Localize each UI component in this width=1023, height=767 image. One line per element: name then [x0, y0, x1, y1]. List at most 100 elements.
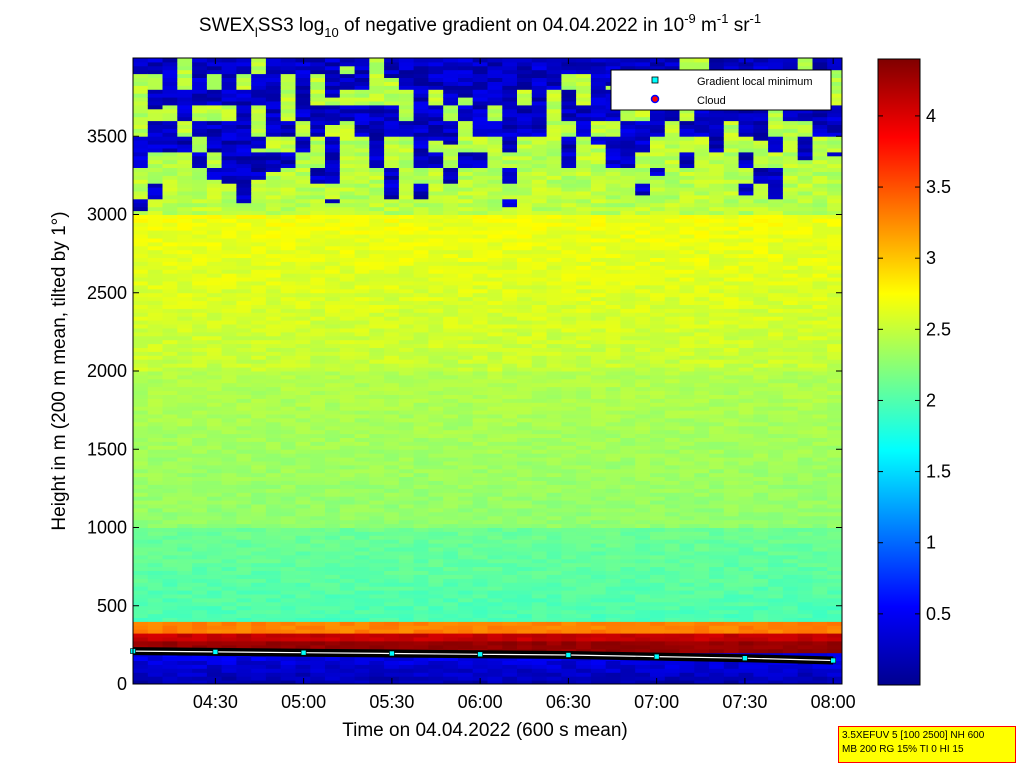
- heatmap-cell: [221, 97, 237, 102]
- heatmap-cell: [354, 476, 370, 481]
- heatmap-cell: [472, 73, 488, 78]
- heatmap-cell: [428, 656, 444, 661]
- heatmap-cell: [147, 570, 164, 575]
- heatmap-cell: [487, 601, 503, 607]
- heatmap-cell: [265, 504, 282, 509]
- heatmap-cell: [280, 179, 296, 184]
- heatmap-cell: [206, 374, 223, 380]
- heatmap-cell: [162, 374, 178, 380]
- heatmap-cell: [339, 273, 356, 278]
- heatmap-cell: [458, 222, 474, 227]
- heatmap-cell: [339, 140, 356, 145]
- heatmap-cell: [458, 476, 474, 481]
- heatmap-cell: [384, 226, 400, 231]
- heatmap-cell: [177, 382, 193, 388]
- heatmap-cell: [147, 104, 164, 110]
- heatmap-cell: [339, 394, 356, 399]
- heatmap-cell: [487, 214, 503, 219]
- heatmap-cell: [458, 151, 474, 157]
- heatmap-cell: [369, 343, 385, 348]
- heatmap-cell: [339, 202, 356, 208]
- heatmap-cell: [413, 351, 429, 356]
- heatmap-cell: [310, 65, 326, 71]
- heatmap-cell: [472, 464, 488, 470]
- heatmap-cell: [458, 187, 474, 192]
- heatmap-cell: [177, 394, 193, 399]
- heatmap-cell: [133, 574, 149, 579]
- heatmap-cell: [458, 324, 474, 329]
- heatmap-cell: [428, 547, 444, 552]
- heatmap-cell: [458, 101, 474, 106]
- heatmap-cell: [384, 406, 400, 411]
- heatmap-cell: [295, 480, 311, 485]
- heatmap-cell: [546, 672, 562, 677]
- heatmap-cell: [458, 543, 474, 548]
- heatmap-cell: [177, 433, 193, 438]
- heatmap-cell: [561, 151, 577, 157]
- heatmap-cell: [576, 398, 592, 403]
- heatmap-cell: [221, 171, 237, 176]
- heatmap-cell: [472, 343, 488, 348]
- heatmap-cell: [546, 621, 562, 626]
- heatmap-cell: [177, 296, 193, 302]
- heatmap-cell: [221, 120, 237, 125]
- heatmap-cell: [369, 222, 385, 227]
- heatmap-cell: [147, 222, 164, 227]
- heatmap-cell: [561, 124, 577, 129]
- heatmap-cell: [428, 519, 444, 525]
- heatmap-cell: [458, 535, 474, 540]
- heatmap-cell: [413, 441, 429, 446]
- heatmap-cell: [369, 660, 385, 665]
- heatmap-cell: [280, 617, 296, 622]
- heatmap-cell: [177, 515, 193, 521]
- heatmap-cell: [265, 398, 282, 403]
- heatmap-cell: [192, 124, 208, 129]
- heatmap-cell: [162, 85, 178, 90]
- heatmap-cell: [192, 590, 208, 595]
- heatmap-cell: [206, 249, 223, 255]
- heatmap-cell: [265, 617, 282, 622]
- heatmap-cell: [354, 406, 370, 411]
- heatmap-cell: [147, 265, 164, 270]
- heatmap-cell: [369, 590, 385, 595]
- heatmap-cell: [325, 476, 341, 481]
- heatmap-cell: [280, 214, 296, 219]
- heatmap-cell: [487, 355, 503, 360]
- heatmap-cell: [325, 374, 341, 380]
- heatmap-cell: [502, 308, 518, 313]
- heatmap-cell: [162, 523, 178, 528]
- heatmap-cell: [133, 183, 149, 188]
- heatmap-cell: [251, 218, 267, 223]
- heatmap-cell: [443, 269, 459, 274]
- heatmap-cell: [398, 414, 415, 419]
- heatmap-cell: [147, 202, 164, 208]
- heatmap-cell: [133, 633, 149, 638]
- heatmap-cell: [472, 527, 488, 532]
- heatmap-cell: [517, 590, 533, 595]
- heatmap-cell: [251, 390, 267, 395]
- heatmap-cell: [443, 480, 459, 485]
- heatmap-cell: [428, 484, 444, 489]
- heatmap-cell: [472, 194, 488, 200]
- heatmap-cell: [221, 637, 237, 642]
- heatmap-cell: [561, 488, 577, 493]
- heatmap-cell: [192, 265, 208, 270]
- heatmap-cell: [398, 386, 415, 392]
- heatmap-cell: [280, 562, 296, 568]
- heatmap-cell: [177, 104, 193, 110]
- heatmap-cell: [177, 597, 193, 603]
- heatmap-cell: [428, 89, 444, 94]
- heatmap-cell: [576, 316, 592, 321]
- heatmap-cell: [369, 511, 385, 517]
- heatmap-cell: [206, 198, 223, 204]
- heatmap-cell: [295, 124, 311, 129]
- heatmap-cell: [384, 284, 400, 290]
- heatmap-cell: [251, 371, 267, 376]
- heatmap-cell: [162, 214, 178, 219]
- heatmap-cell: [576, 159, 592, 165]
- heatmap-cell: [384, 461, 400, 466]
- heatmap-cell: [487, 406, 503, 411]
- heatmap-cell: [443, 476, 459, 481]
- heatmap-cell: [133, 519, 149, 525]
- heatmap-cell: [472, 594, 488, 599]
